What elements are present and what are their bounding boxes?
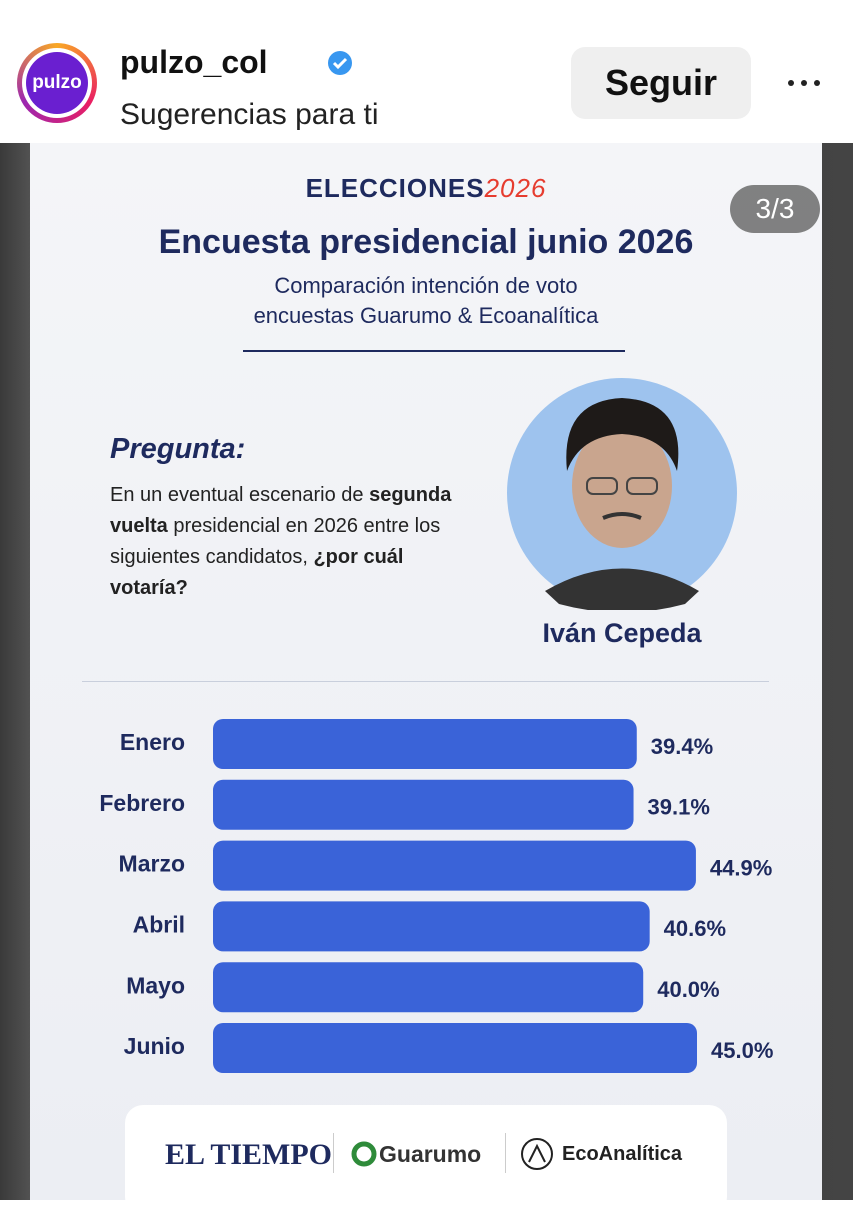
header: pulzo pulzo_col Sugerencias para ti Segu… <box>0 0 853 143</box>
guarumo-icon <box>351 1141 377 1167</box>
bar <box>213 840 696 891</box>
candidate-photo <box>507 378 737 610</box>
slide-counter: 3/3 <box>730 185 820 233</box>
bar <box>213 962 644 1013</box>
category-label: Enero <box>120 729 185 755</box>
category-label: Mayo <box>126 972 185 998</box>
username[interactable]: pulzo_col <box>120 44 268 80</box>
avatar[interactable]: pulzo <box>17 43 97 123</box>
divider <box>82 681 769 682</box>
bar-chart: Enero 39.4% Febrero 39.1% Marzo 44.9% Abril 40.… <box>99 719 773 1073</box>
subtitle: Comparación intención de voto encuestas … <box>30 271 822 331</box>
value-label: 44.9% <box>710 855 772 880</box>
category-label: Febrero <box>99 790 185 816</box>
category-label: Junio <box>124 1033 185 1059</box>
subtitle-line: encuestas Guarumo & Ecoanalítica <box>253 303 599 328</box>
follow-button[interactable]: Seguir <box>571 47 751 119</box>
subtitle: Sugerencias para ti <box>120 98 379 131</box>
value-label: 39.4% <box>651 734 713 759</box>
logo-el-tiempo: EL TIEMPO <box>165 1138 332 1171</box>
divider <box>243 350 625 352</box>
avatar-text: pulzo <box>26 52 88 114</box>
bar <box>213 779 634 830</box>
question-text: En un eventual escenario de <box>110 484 370 506</box>
ecoanalitica-icon <box>521 1138 553 1170</box>
logo-guarumo: Guarumo <box>379 1141 482 1167</box>
category-label: Marzo <box>119 851 185 877</box>
bar <box>213 719 637 769</box>
logo-ecoanalitica: EcoAnalítica <box>562 1143 683 1165</box>
bar <box>213 901 650 952</box>
footer-logos: EL TIEMPO Guarumo EcoAnalítica <box>125 1105 727 1215</box>
category-label: Abril <box>133 911 185 937</box>
question: En un eventual escenario de segunda vuel… <box>110 480 455 604</box>
question-bold: ¿por cuál votaría? <box>110 546 404 599</box>
value-label: 40.0% <box>657 977 719 1002</box>
question-bold: segunda vuelta <box>110 484 452 537</box>
subtitle-line: Comparación intención de voto <box>274 273 578 298</box>
value-label: 40.6% <box>664 916 726 941</box>
candidate-name: Iván Cepeda <box>542 618 702 648</box>
verified-badge <box>328 51 352 75</box>
brand: ELECCIONES2026 <box>30 173 822 204</box>
brand-label: ELECCIONES <box>305 173 485 203</box>
infographic: ELECCIONES2026 Encuesta presidencial jun… <box>30 143 822 1215</box>
question-label: Pregunta: <box>110 433 246 465</box>
brand-year: 2026 <box>484 173 547 203</box>
bar <box>213 1023 697 1073</box>
value-label: 39.1% <box>648 795 710 820</box>
question-text: presidencial en 2026 entre los siguiente… <box>110 515 441 568</box>
more-button[interactable] <box>785 76 825 90</box>
value-label: 45.0% <box>711 1038 773 1063</box>
title: Encuesta presidencial junio 2026 <box>158 223 694 261</box>
